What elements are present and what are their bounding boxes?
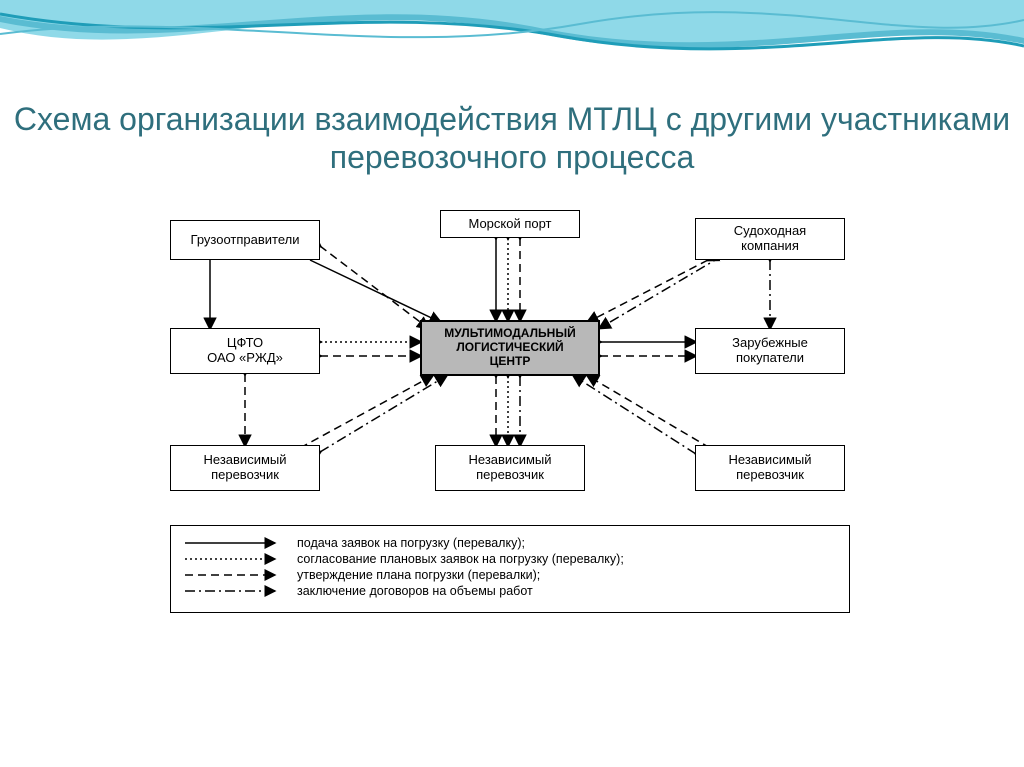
node-label: Независимый перевозчик — [469, 453, 552, 483]
legend-row: подача заявок на погрузку (перевалку); — [183, 536, 837, 550]
legend-text: подача заявок на погрузку (перевалку); — [297, 536, 525, 550]
diagram-container: Грузоотправители Морской порт Судоходная… — [150, 210, 874, 730]
wave-decoration — [0, 0, 1024, 90]
legend-line-solid — [183, 536, 283, 550]
legend-box: подача заявок на погрузку (перевалку); с… — [170, 525, 850, 613]
node-label: Грузоотправители — [191, 233, 300, 248]
legend-text: заключение договоров на объемы работ — [297, 584, 533, 598]
legend-text: согласование плановых заявок на погрузку… — [297, 552, 624, 566]
wave-back — [0, 0, 1024, 45]
node-seaport: Морской порт — [440, 210, 580, 238]
node-senders: Грузоотправители — [170, 220, 320, 260]
legend-line-dashdot — [183, 584, 283, 598]
node-label: Морской порт — [468, 217, 551, 232]
legend-row: заключение договоров на объемы работ — [183, 584, 837, 598]
node-shipco: Судоходная компания — [695, 218, 845, 260]
legend-text: утверждение плана погрузки (перевалки); — [297, 568, 540, 582]
node-carrier3: Независимый перевозчик — [695, 445, 845, 491]
node-carrier1: Независимый перевозчик — [170, 445, 320, 491]
page-title: Схема организации взаимодействия МТЛЦ с … — [0, 100, 1024, 177]
legend-row: согласование плановых заявок на погрузку… — [183, 552, 837, 566]
wave-mid — [0, 14, 1024, 48]
node-center: МУЛЬТИМОДАЛЬНЫЙ ЛОГИСТИЧЕСКИЙ ЦЕНТР — [420, 320, 600, 376]
wave-front — [0, 14, 1024, 49]
legend-line-dashed — [183, 568, 283, 582]
node-label: МУЛЬТИМОДАЛЬНЫЙ ЛОГИСТИЧЕСКИЙ ЦЕНТР — [444, 327, 575, 368]
node-label: Независимый перевозчик — [204, 453, 287, 483]
node-cfto: ЦФТО ОАО «РЖД» — [170, 328, 320, 374]
node-label: ЦФТО ОАО «РЖД» — [207, 336, 283, 366]
wave-front2 — [0, 12, 1024, 37]
node-foreign: Зарубежные покупатели — [695, 328, 845, 374]
node-carrier2: Независимый перевозчик — [435, 445, 585, 491]
legend-line-dotted — [183, 552, 283, 566]
legend-row: утверждение плана погрузки (перевалки); — [183, 568, 837, 582]
node-label: Независимый перевозчик — [729, 453, 812, 483]
node-label: Судоходная компания — [734, 224, 806, 254]
node-label: Зарубежные покупатели — [732, 336, 808, 366]
